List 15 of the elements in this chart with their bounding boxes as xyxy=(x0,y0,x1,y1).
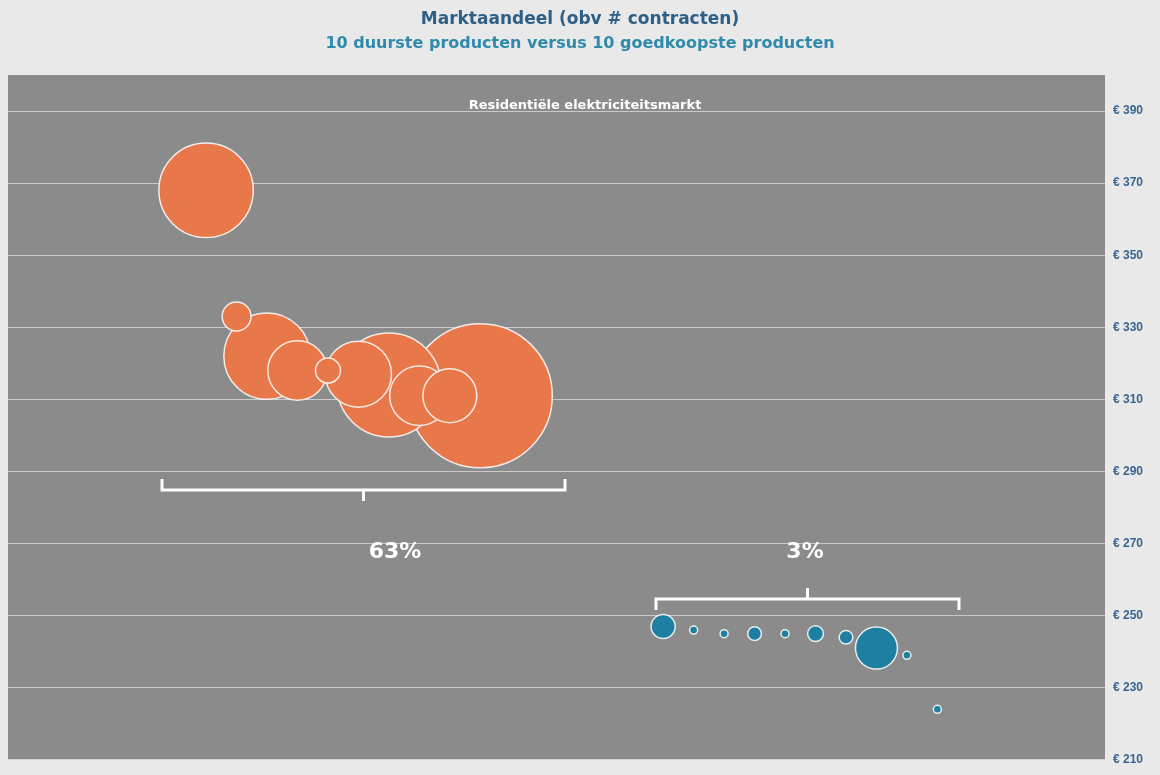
y-tick-label: € 270 xyxy=(1113,535,1144,550)
chart-subtitle: 10 duurste producten versus 10 goedkoopste producten xyxy=(324,33,836,52)
y-tick-label: € 210 xyxy=(1113,752,1144,767)
y-tick-label: € 350 xyxy=(1113,247,1144,262)
y-tick-label: € 250 xyxy=(1113,607,1144,622)
annotation: Residentiële elektriciteitsmarkt xyxy=(468,97,702,112)
y-tick-label: € 330 xyxy=(1113,319,1144,334)
y-tick-label: € 370 xyxy=(1113,175,1144,190)
annotation: 63% xyxy=(368,538,422,563)
y-tick-label: € 310 xyxy=(1113,391,1144,406)
chart-title: Marktaandeel (obv # contracten) xyxy=(419,8,741,28)
y-tick-label: € 390 xyxy=(1113,103,1144,118)
y-tick-label: € 290 xyxy=(1113,463,1144,478)
annotation: 3% xyxy=(786,538,824,563)
y-tick-label: € 230 xyxy=(1113,680,1144,695)
